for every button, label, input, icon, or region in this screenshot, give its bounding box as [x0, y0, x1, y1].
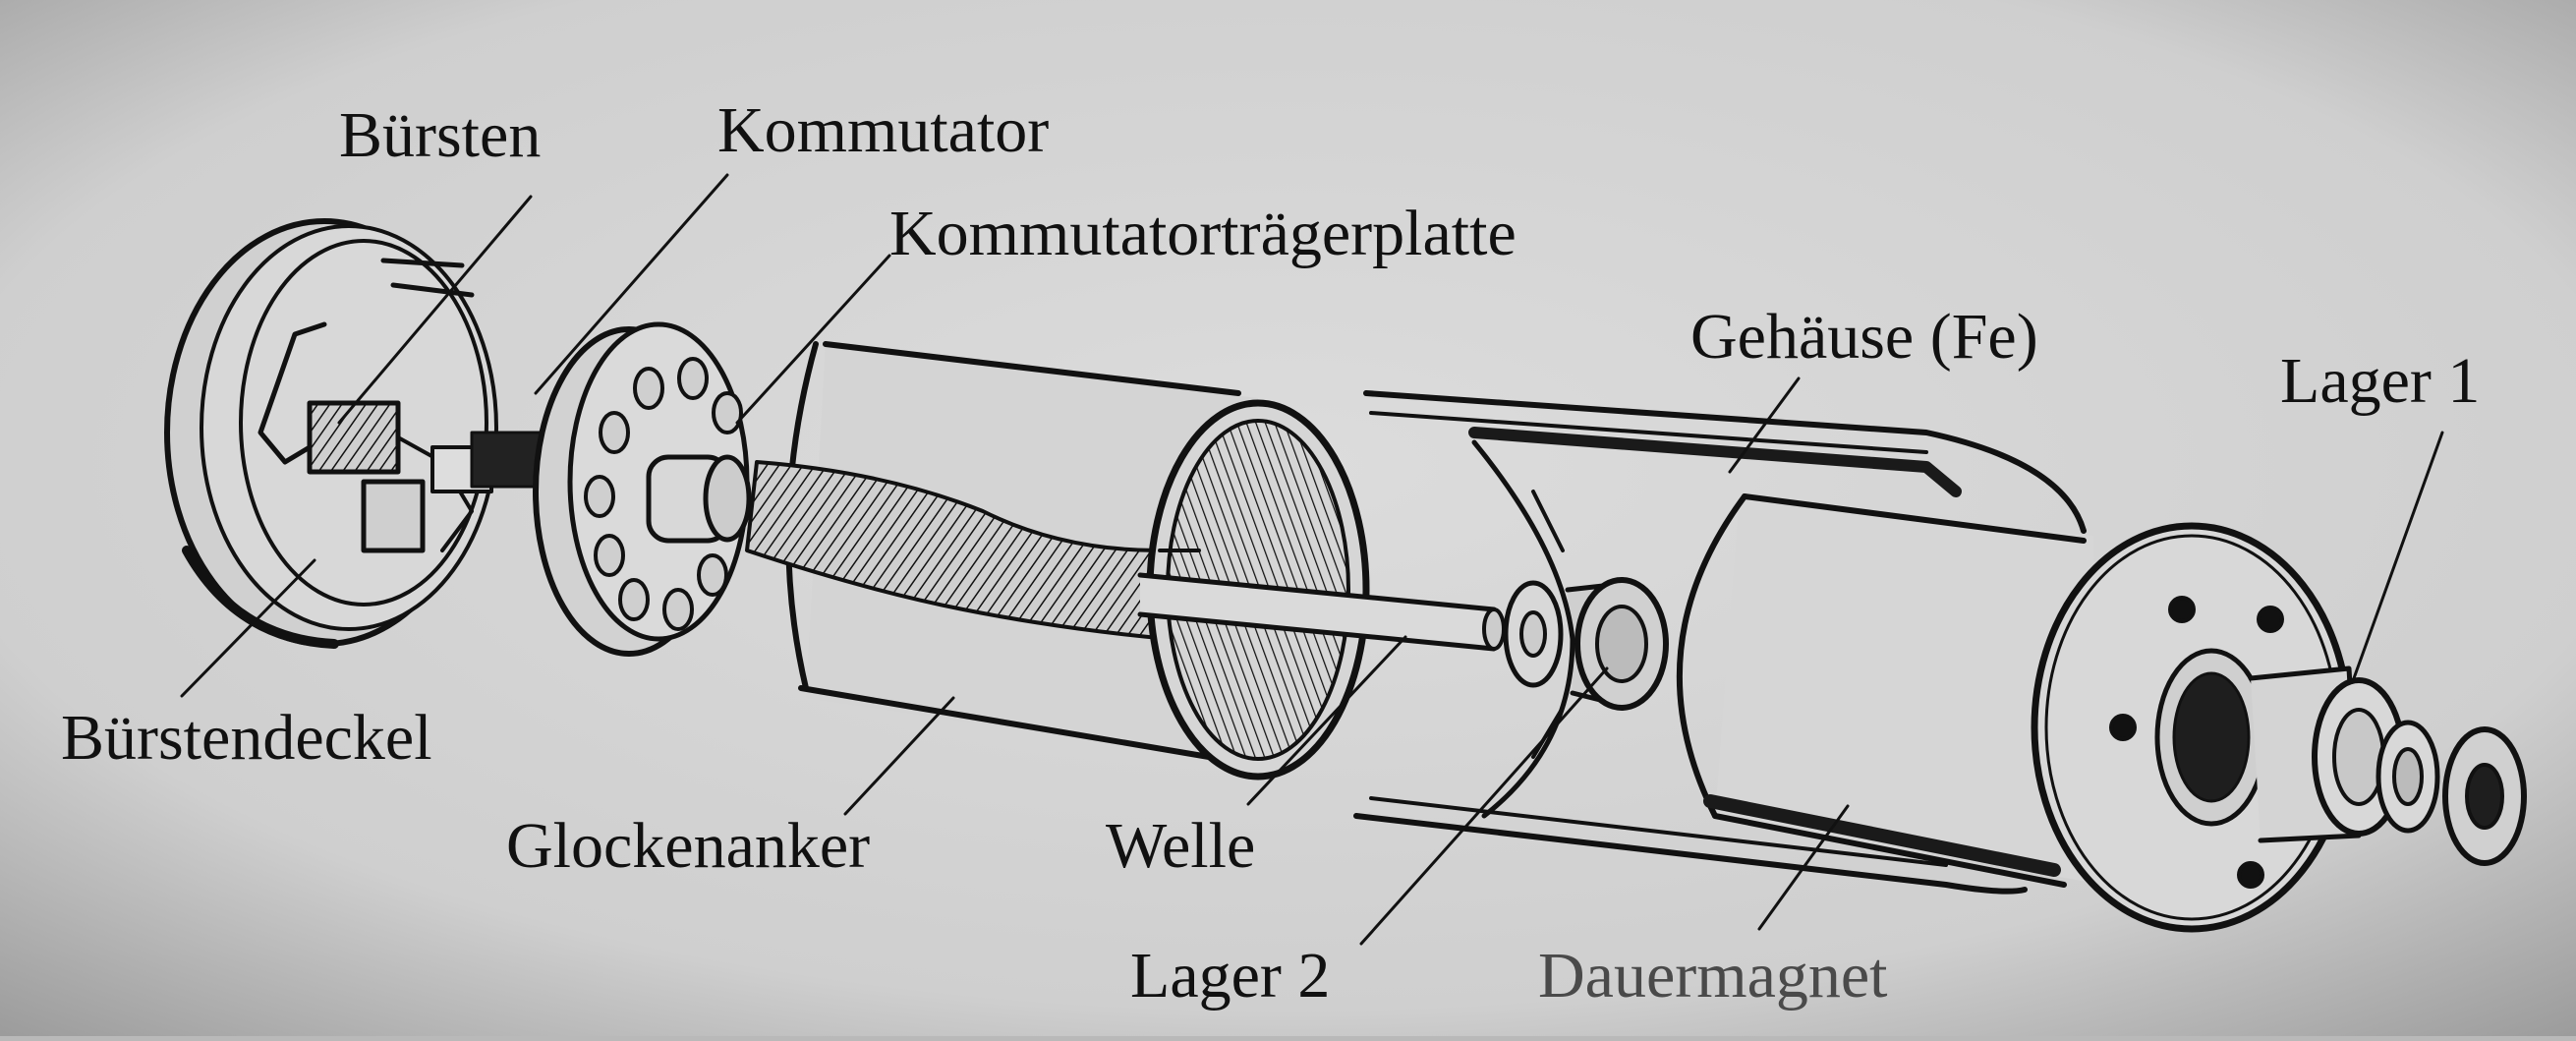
label-buerstendeckel: Bürstendeckel — [61, 702, 432, 774]
label-buersten: Bürsten — [339, 99, 542, 171]
label-dauermagnet: Dauermagnet — [1538, 940, 1888, 1012]
label-lager-2: Lager 2 — [1130, 940, 1331, 1012]
bell-armature — [745, 341, 1370, 781]
leader-lines — [180, 173, 2444, 946]
permanent-magnet — [1677, 493, 2103, 888]
label-glockenanker: Glockenanker — [506, 810, 871, 882]
shaft — [1137, 572, 1506, 652]
label-kommutatortraegerplatte: Kommutatorträgerplatte — [889, 198, 1517, 269]
housing — [1353, 390, 2087, 895]
label-welle: Welle — [1106, 810, 1256, 882]
commutator — [646, 454, 752, 544]
label-gehaeuse: Gehäuse (Fe) — [1690, 301, 2038, 373]
label-lager-1: Lager 1 — [2280, 345, 2481, 417]
label-kommutator: Kommutator — [717, 94, 1050, 166]
bearing-1 — [2248, 665, 2527, 866]
